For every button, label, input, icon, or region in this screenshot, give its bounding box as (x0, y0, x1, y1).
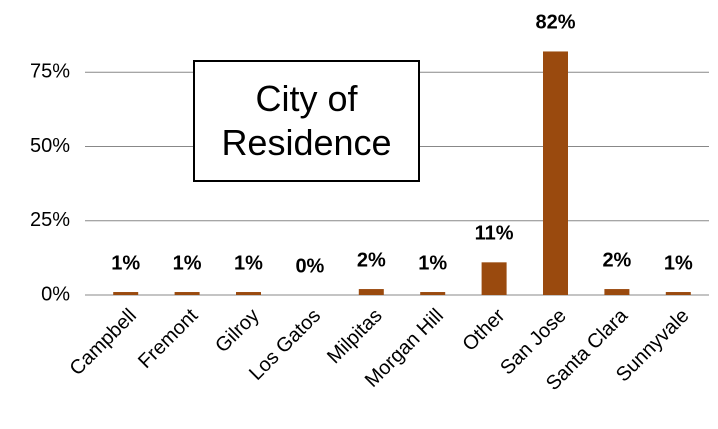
bar (543, 51, 568, 296)
data-label: 1% (418, 252, 447, 274)
bar (358, 289, 384, 295)
y-tick-label: 50% (30, 135, 70, 157)
data-label: 1% (664, 252, 693, 274)
bar (174, 292, 200, 295)
data-label: 82% (535, 12, 575, 34)
bar (481, 262, 507, 295)
x-tick-label: Fremont (134, 304, 203, 373)
data-label: 1% (173, 252, 202, 274)
data-label: 2% (602, 249, 631, 271)
x-tick-label: Campbell (66, 305, 141, 380)
x-tick-label: Gilroy (211, 305, 263, 357)
bar (113, 292, 139, 295)
data-label: 0% (295, 255, 324, 277)
bar (604, 289, 630, 295)
y-tick-label: 75% (30, 61, 70, 83)
x-tick-label: Milpitas (323, 305, 386, 368)
data-label: 1% (111, 252, 140, 274)
data-label: 11% (475, 223, 514, 245)
y-tick-label: 0% (41, 283, 70, 305)
bar (420, 292, 446, 295)
data-label: 1% (234, 252, 263, 274)
chart-title: City of Residence (193, 60, 420, 182)
x-tick-label: Other (458, 304, 509, 355)
bar (236, 292, 261, 295)
y-tick-label: 25% (30, 209, 70, 231)
bar (665, 292, 691, 295)
data-label: 2% (357, 249, 386, 271)
